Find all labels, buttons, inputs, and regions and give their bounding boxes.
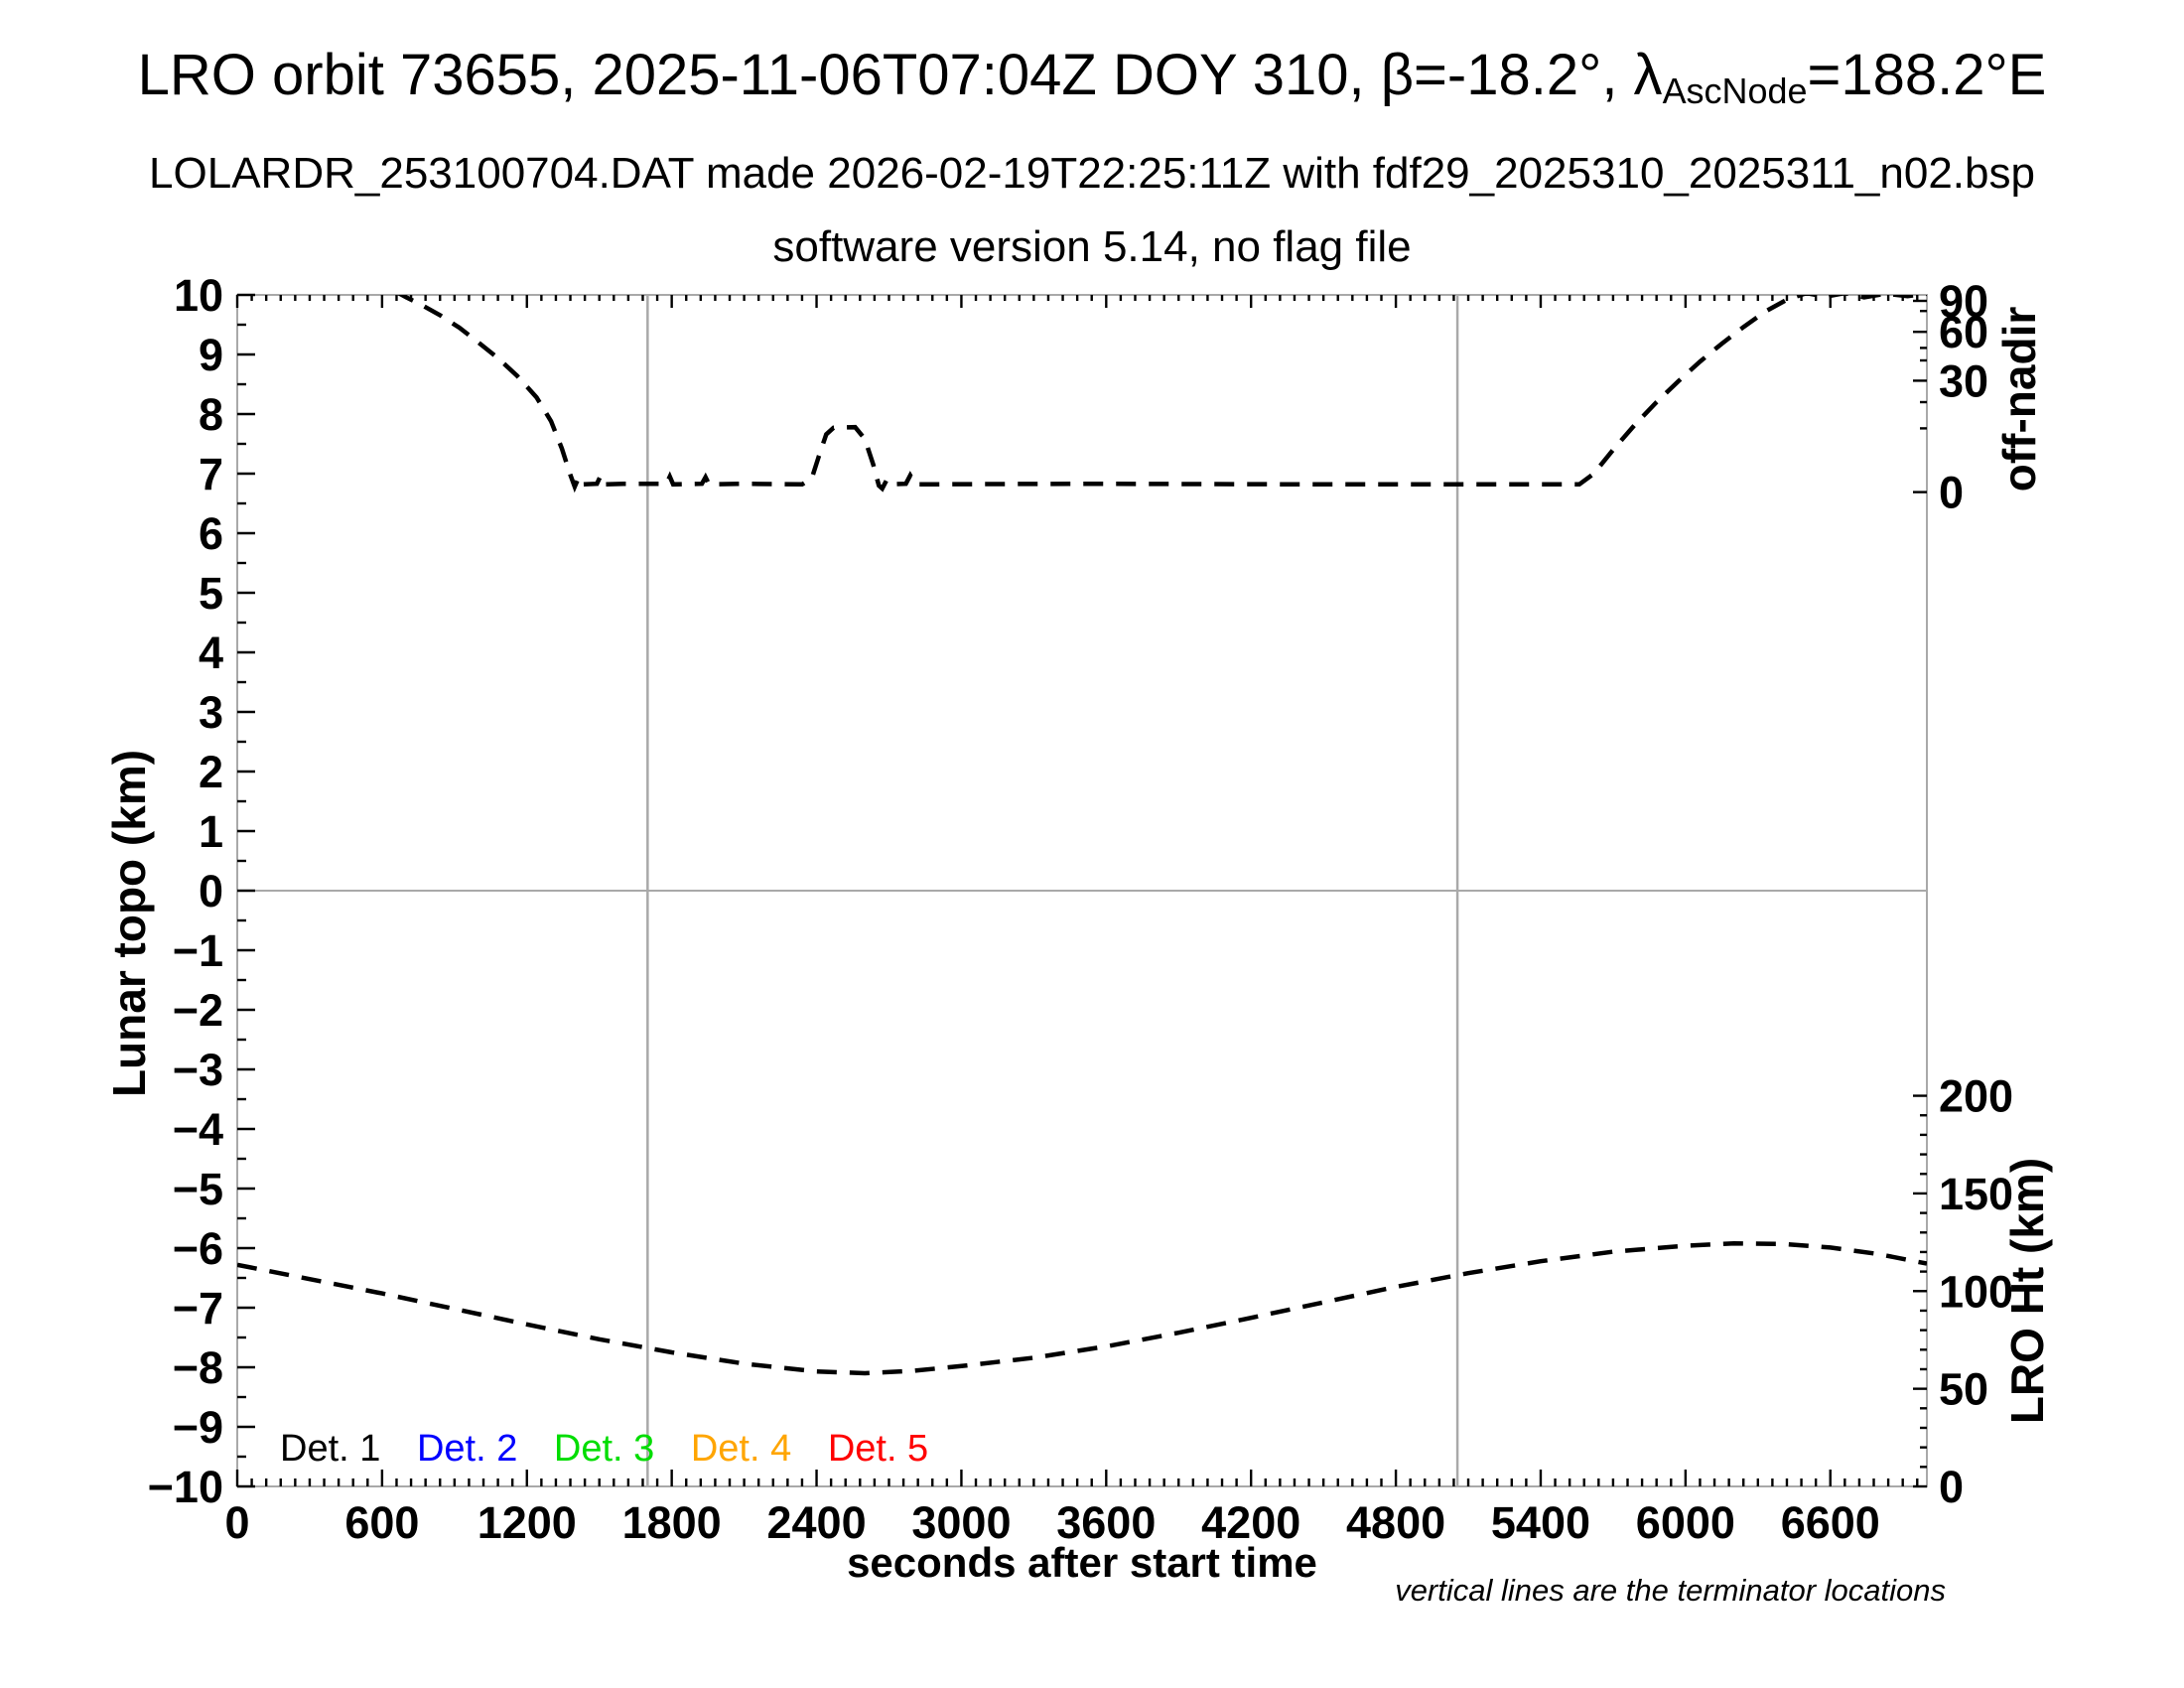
svg-text:9: 9: [199, 330, 223, 380]
axis-ticks: [235, 293, 1927, 1488]
off-nadir-axis-title: off-nadir: [1993, 306, 2045, 492]
svg-text:0: 0: [199, 866, 223, 916]
svg-text:8: 8: [199, 389, 223, 440]
svg-text:−5: −5: [173, 1164, 223, 1214]
lro-ht-tick-labels: 200 150 100 50 0: [1939, 1071, 2013, 1512]
svg-text:6600: 6600: [1781, 1497, 1880, 1548]
svg-text:4800: 4800: [1346, 1497, 1445, 1548]
legend-item-det4: Det. 4: [690, 1428, 792, 1470]
x-tick-labels: 0 600 1200 1800 2400 3000 3600 4200 4800 5400 6000…: [224, 1497, 1879, 1548]
svg-text:−6: −6: [173, 1223, 223, 1274]
title-subscript: AscNode: [1662, 70, 1808, 111]
svg-text:2: 2: [199, 747, 223, 797]
svg-text:3600: 3600: [1056, 1497, 1156, 1548]
lro-ht-curve: [237, 1240, 1927, 1376]
svg-text:600: 600: [344, 1497, 419, 1548]
svg-text:−4: −4: [173, 1104, 223, 1155]
title-suffix: =188.2°E: [1807, 43, 2047, 107]
svg-text:6000: 6000: [1636, 1497, 1735, 1548]
subtitle-line1: LOLARDR_253100704.DAT made 2026-02-19T22…: [149, 149, 2035, 198]
svg-text:150: 150: [1939, 1169, 2013, 1219]
svg-text:60: 60: [1939, 307, 1988, 357]
plot-title: LRO orbit 73655, 2025-11-06T07:04Z DOY 3…: [0, 42, 2184, 112]
x-axis-title: seconds after start time: [847, 1539, 1317, 1586]
title-prefix: LRO orbit 73655, 2025-11-06T07:04Z DOY 3…: [137, 43, 1663, 107]
y-axis-title-left: Lunar topo (km): [103, 749, 155, 1098]
svg-text:−2: −2: [173, 985, 223, 1036]
svg-text:1200: 1200: [478, 1497, 577, 1548]
svg-text:0: 0: [224, 1497, 249, 1548]
detector-legend: Det. 1 Det. 2 Det. 3 Det. 4 Det. 5: [280, 1428, 954, 1471]
svg-text:100: 100: [1939, 1266, 2013, 1317]
svg-text:10: 10: [174, 270, 223, 321]
svg-text:0: 0: [1939, 1462, 1964, 1512]
svg-text:5400: 5400: [1491, 1497, 1590, 1548]
svg-text:−7: −7: [173, 1283, 223, 1334]
svg-text:4: 4: [199, 628, 223, 678]
svg-text:3: 3: [199, 687, 223, 738]
svg-text:−3: −3: [173, 1045, 223, 1095]
svg-text:0: 0: [1939, 468, 1964, 518]
svg-text:1800: 1800: [622, 1497, 722, 1548]
off-nadir-curve: [397, 295, 1927, 493]
reference-lines: [237, 295, 1927, 1486]
svg-text:5: 5: [199, 568, 223, 619]
svg-text:50: 50: [1939, 1364, 1988, 1415]
svg-text:30: 30: [1939, 355, 1988, 406]
legend-item-det3: Det. 3: [553, 1428, 655, 1470]
subtitle-line2: software version 5.14, no flag file: [772, 222, 1412, 271]
terminator-footnote: vertical lines are the terminator locati…: [1395, 1573, 1946, 1608]
svg-text:−8: −8: [173, 1342, 223, 1393]
svg-text:7: 7: [199, 449, 223, 499]
svg-text:200: 200: [1939, 1071, 2013, 1122]
svg-text:−10: −10: [148, 1462, 223, 1512]
legend-item-det2: Det. 2: [416, 1428, 518, 1470]
svg-text:6: 6: [199, 508, 223, 559]
legend-item-det1: Det. 1: [280, 1428, 381, 1470]
svg-text:4200: 4200: [1201, 1497, 1300, 1548]
lro-ht-axis-title: LRO Ht (km): [2001, 1157, 2053, 1425]
svg-text:3000: 3000: [911, 1497, 1011, 1548]
svg-text:−9: −9: [173, 1402, 223, 1453]
svg-text:−1: −1: [173, 925, 223, 976]
legend-item-det5: Det. 5: [827, 1428, 929, 1470]
svg-text:1: 1: [199, 806, 223, 857]
svg-text:2400: 2400: [766, 1497, 866, 1548]
svg-text:90: 90: [1939, 276, 1988, 327]
